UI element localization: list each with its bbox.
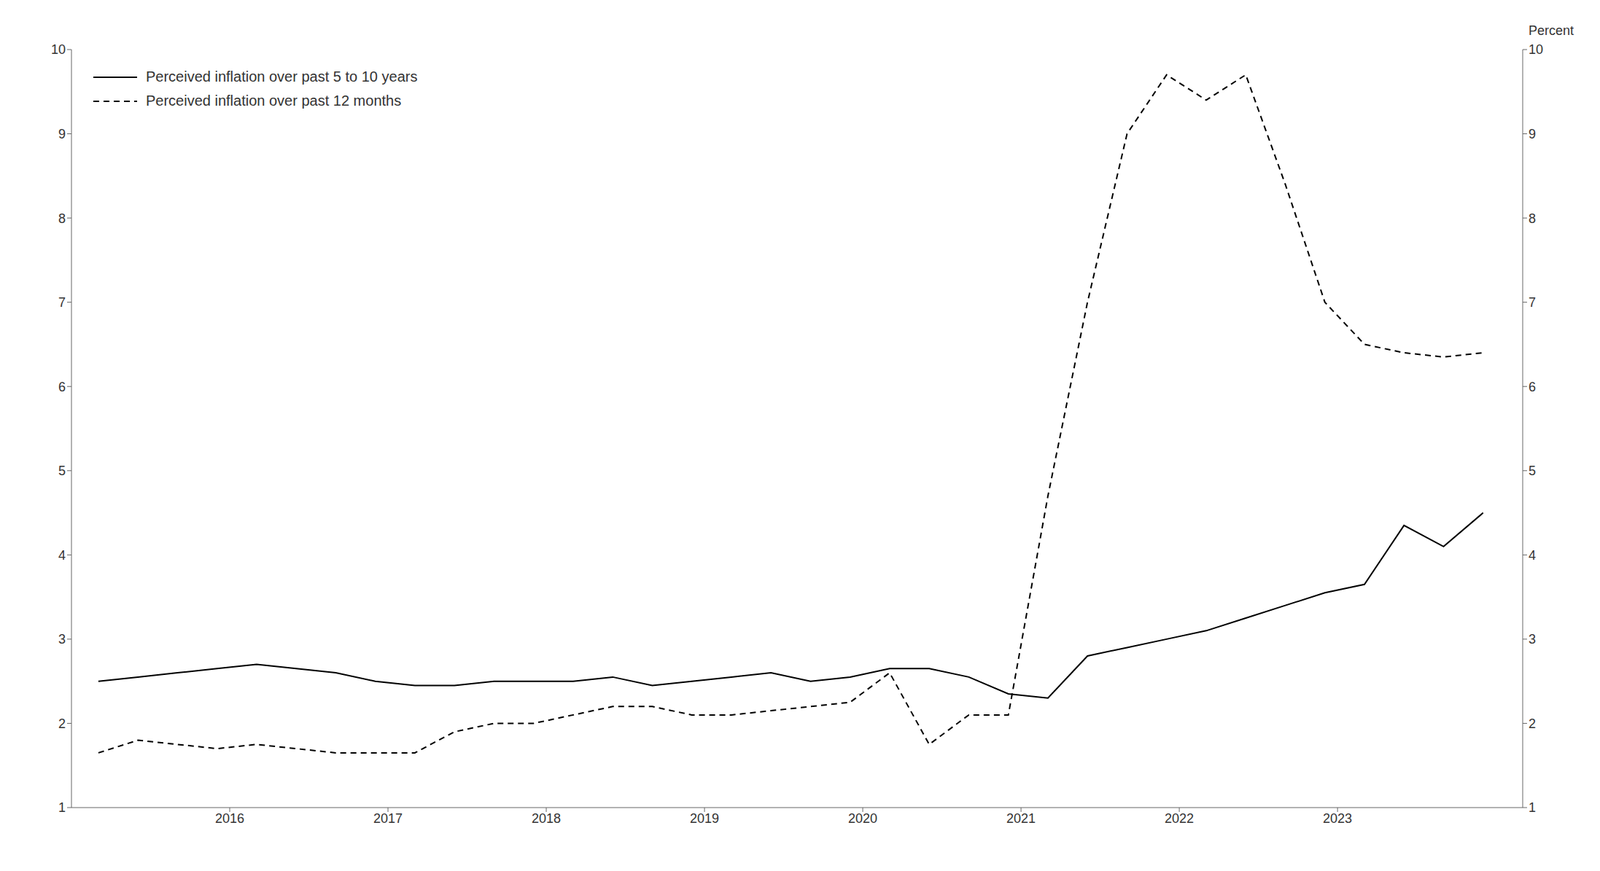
svg-text:7: 7: [58, 295, 66, 310]
svg-text:2019: 2019: [689, 811, 720, 827]
svg-text:6: 6: [1528, 379, 1536, 395]
svg-text:2021: 2021: [1006, 811, 1036, 827]
svg-text:2018: 2018: [531, 811, 561, 827]
html-text:Percent: Percent: [1528, 23, 1574, 38]
svg-text:2: 2: [58, 716, 66, 732]
svg-text:1: 1: [58, 800, 66, 816]
svg-text:6: 6: [58, 379, 66, 395]
svg-text:2017: 2017: [373, 811, 403, 827]
svg-text:10: 10: [1528, 42, 1544, 57]
svg-text:8: 8: [1528, 211, 1536, 227]
html-text:Perceived inflation over past: Perceived inflation over past 12 months: [145, 92, 402, 109]
svg-text:2022: 2022: [1164, 811, 1194, 827]
svg-text:2023: 2023: [1322, 811, 1353, 827]
svg-text:2016: 2016: [215, 811, 245, 827]
svg-text:1: 1: [1528, 800, 1536, 816]
svg-text:10: 10: [51, 42, 66, 57]
svg-text:4: 4: [58, 548, 66, 563]
svg-text:2: 2: [1528, 716, 1536, 732]
svg-text:9: 9: [1528, 126, 1536, 142]
svg-text:8: 8: [58, 211, 66, 227]
svg-text:9: 9: [58, 126, 66, 142]
svg-text:2020: 2020: [848, 811, 878, 827]
svg-text:5: 5: [58, 463, 66, 479]
svg-text:3: 3: [58, 632, 66, 647]
svg-text:3: 3: [1528, 632, 1536, 647]
svg-text:5: 5: [1528, 463, 1536, 479]
svg-text:4: 4: [1528, 548, 1536, 563]
svg-text:7: 7: [1528, 295, 1536, 310]
html-text:Perceived inflation over past: Perceived inflation over past 5 to 10 ye…: [145, 68, 418, 85]
